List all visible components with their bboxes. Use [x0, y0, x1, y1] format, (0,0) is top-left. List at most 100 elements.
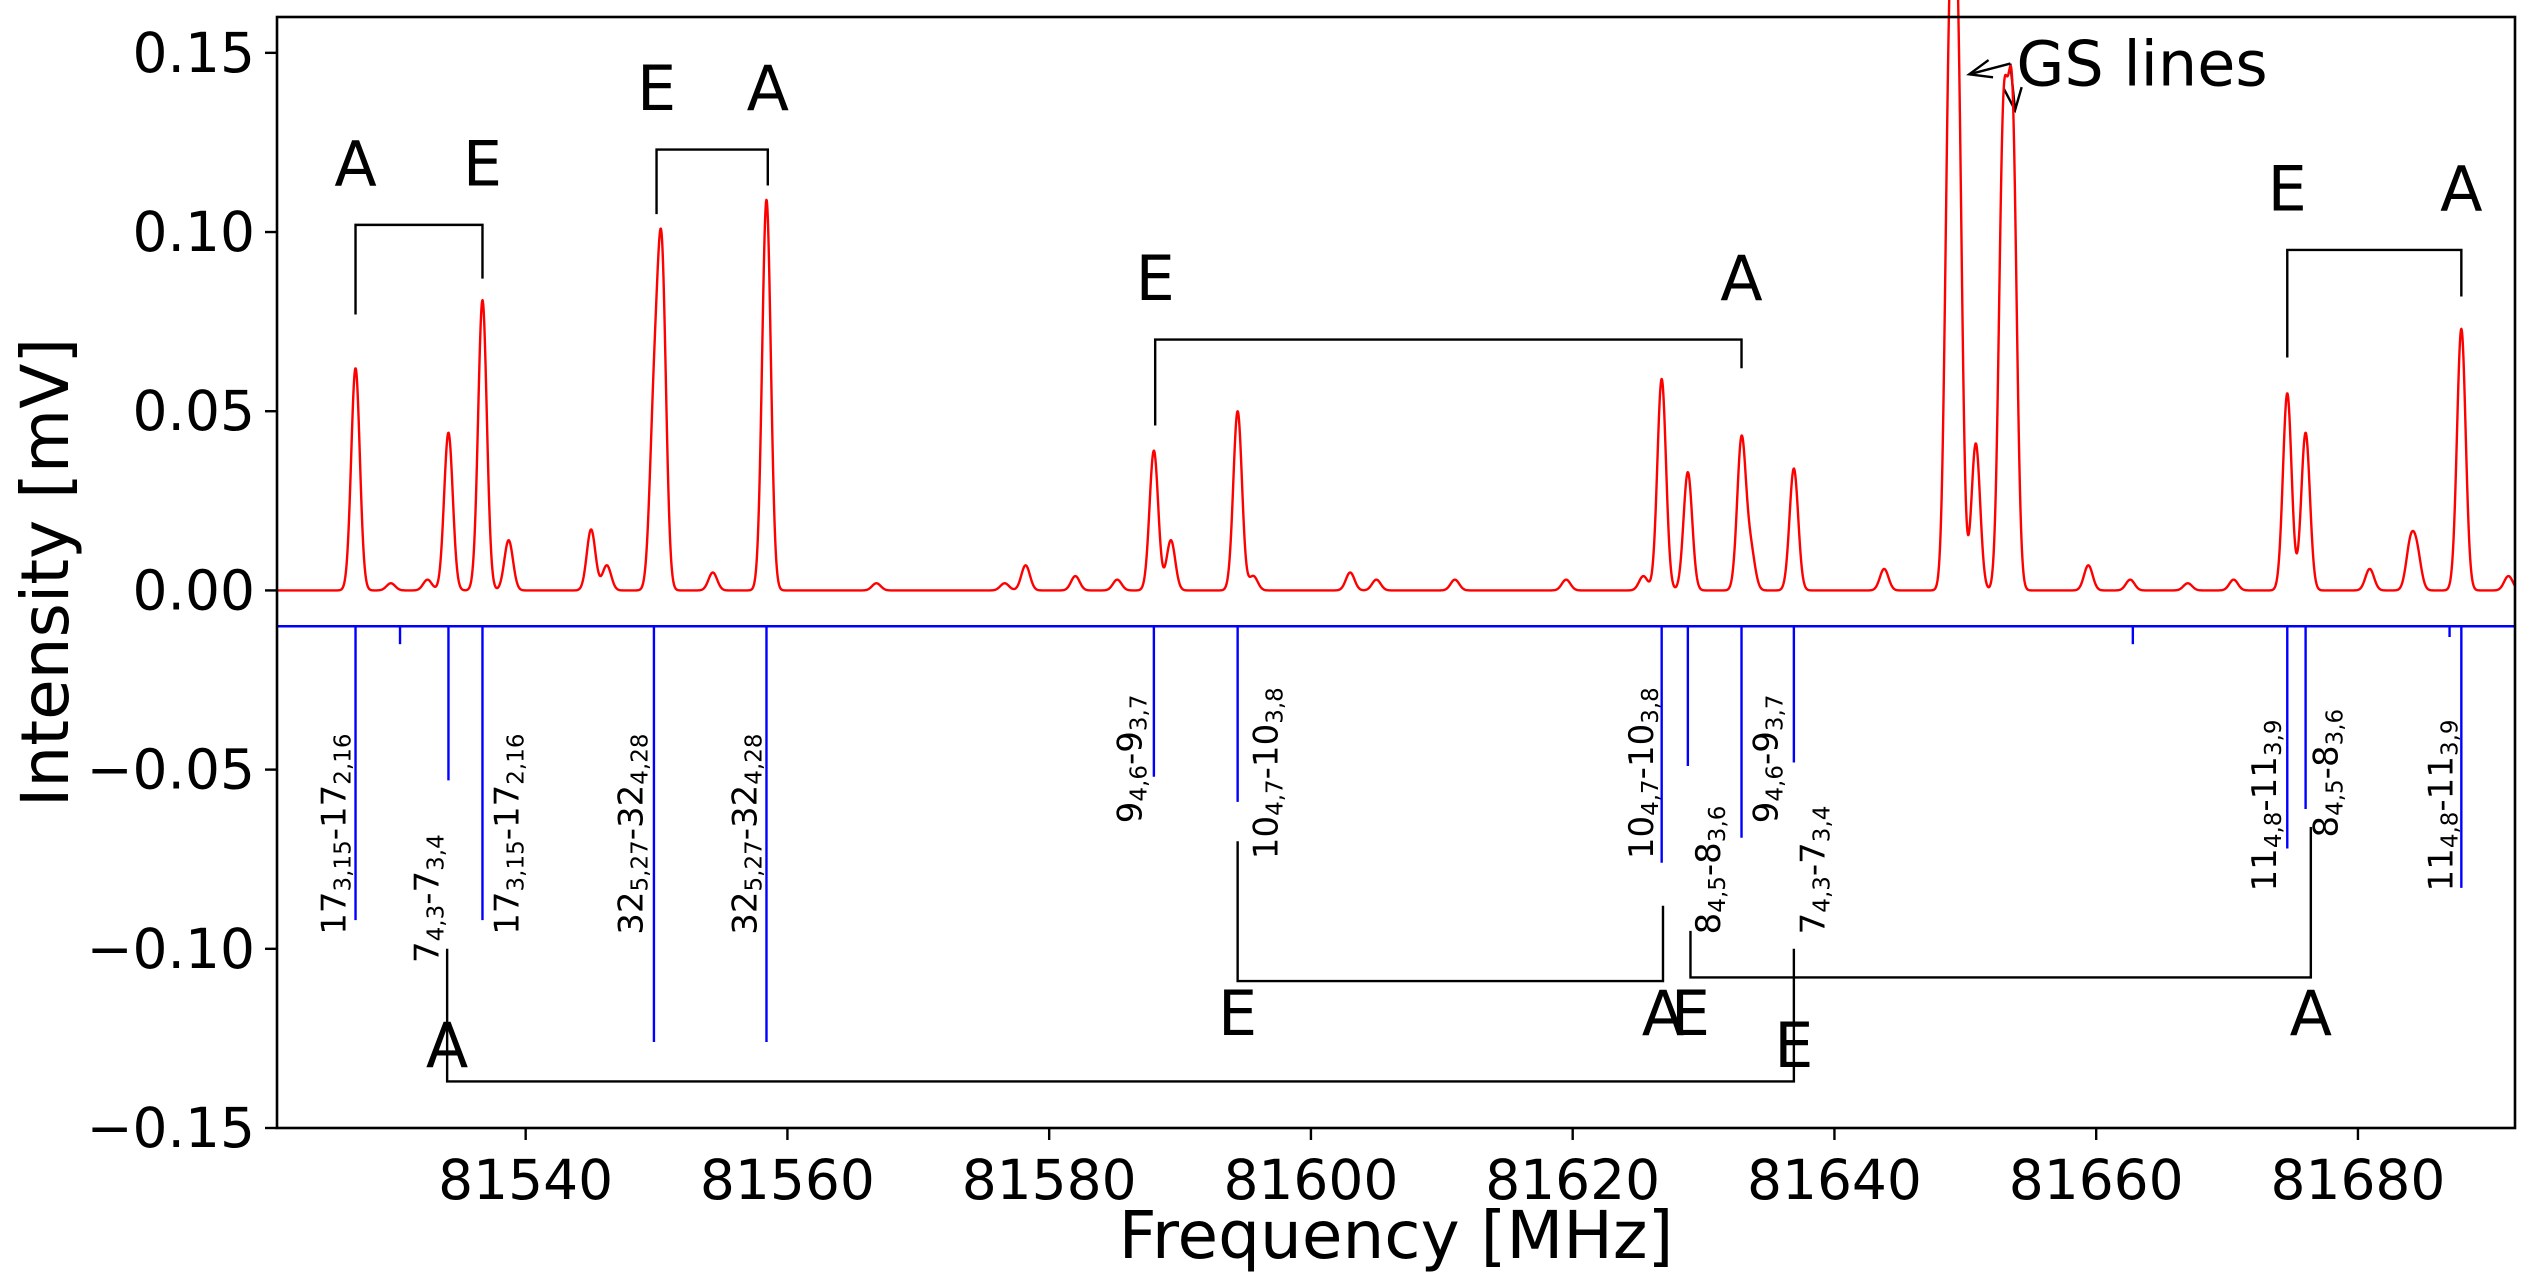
- transition-dash: -: [315, 828, 355, 840]
- transition-subscript: 4,3: [1809, 876, 1835, 913]
- transition-subscript: 4,7: [1262, 779, 1288, 816]
- transition-subscript: 4,3: [424, 905, 450, 942]
- symmetry-label: A: [747, 52, 789, 125]
- transition-subscript: 4,5: [2323, 779, 2349, 816]
- arrow-head: [2002, 86, 2023, 114]
- transition-main: 10: [1622, 816, 1662, 859]
- transition-main: 11: [2245, 848, 2285, 891]
- arrow-head: [1966, 59, 1994, 79]
- transition-subscript: 4,8: [2261, 812, 2287, 849]
- transition-main: 9: [1746, 731, 1786, 753]
- transition-dash: -: [2307, 767, 2347, 779]
- symmetry-label: E: [1671, 977, 1710, 1050]
- transition-label: 104,7-103,8: [1622, 687, 1664, 859]
- transition-dash: -: [1689, 864, 1729, 876]
- transition-main: 9: [1110, 802, 1150, 824]
- transition-main: 11: [2422, 848, 2462, 891]
- x-tick-label: 81580: [962, 1148, 1137, 1212]
- transition-label: 173,15-172,16: [315, 733, 357, 934]
- transition-subscript: 3,6: [2323, 709, 2349, 746]
- transition-main: 9: [1746, 802, 1786, 824]
- symmetry-label: A: [1720, 242, 1762, 315]
- transition-dash: -: [1622, 767, 1662, 779]
- transition-dash: -: [408, 892, 448, 904]
- transition-subscript: 3,15: [503, 840, 529, 891]
- y-tick-label: −0.15: [86, 1096, 255, 1160]
- lower-bracket: [1689, 826, 2313, 979]
- transition-subscript: 4,6: [1762, 765, 1788, 802]
- transition-label: 114,8-113,9: [2245, 719, 2287, 891]
- symmetry-label: A: [334, 127, 376, 200]
- upper-bracket: [2286, 248, 2463, 358]
- symmetry-label: E: [1774, 1009, 1813, 1082]
- y-tick-label: −0.10: [86, 917, 255, 981]
- transition-dash: -: [2245, 799, 2285, 811]
- transition-main: 8: [1689, 913, 1729, 935]
- x-tick-label: 81560: [700, 1148, 875, 1212]
- data-layer: [276, 0, 2517, 1042]
- transition-subscript: 4,5: [1705, 876, 1731, 913]
- transition-main: 10: [1246, 724, 1286, 767]
- axes-layer: 81540 81560 81580 81600 81620 81640 81660 81680…: [7, 15, 2517, 1274]
- upper-bracket: [1153, 338, 1743, 426]
- transition-subscript: 3,7: [1126, 695, 1152, 732]
- transition-main: 10: [1622, 724, 1662, 767]
- transition-main: 7: [1793, 842, 1833, 864]
- transition-label: 74,3-73,4: [408, 834, 450, 963]
- upper-bracket: [354, 223, 484, 315]
- transition-subscript: 4,6: [1126, 765, 1152, 802]
- transition-main: 8: [1689, 842, 1729, 864]
- y-tick-label: 0.10: [133, 200, 255, 264]
- x-tick-label: 81680: [2270, 1148, 2445, 1212]
- transition-subscript: 2,16: [503, 733, 529, 784]
- transition-label: 104,7-103,8: [1246, 687, 1288, 859]
- transition-main: 32: [726, 891, 766, 934]
- transition-main: 7: [1793, 913, 1833, 935]
- transition-subscript: 4,28: [628, 733, 654, 784]
- symmetry-label: A: [426, 1009, 468, 1082]
- symmetry-label: E: [1218, 977, 1257, 1050]
- transition-main: 11: [2245, 756, 2285, 799]
- transition-dash: -: [487, 828, 527, 840]
- transition-main: 32: [726, 785, 766, 828]
- transition-main: 17: [315, 891, 355, 934]
- transition-label: 84,5-83,6: [2307, 709, 2349, 838]
- transition-main: 11: [2422, 756, 2462, 799]
- lower-bracket: [1236, 841, 1665, 983]
- transition-subscript: 3,9: [2261, 719, 2287, 756]
- transition-subscript: 4,8: [2438, 812, 2464, 849]
- transition-subscript: 5,27: [628, 840, 654, 891]
- transition-subscript: 3,9: [2438, 719, 2464, 756]
- symmetry-label: E: [2268, 153, 2307, 226]
- transition-subscript: 3,4: [1809, 806, 1835, 843]
- transition-subscript: 3,8: [1638, 687, 1664, 724]
- transition-main: 17: [487, 785, 527, 828]
- x-tick-label: 81540: [438, 1148, 613, 1212]
- y-tick-label: −0.05: [86, 738, 255, 802]
- transition-label: 74,3-73,4: [1793, 806, 1835, 935]
- x-tick-label: 81620: [1485, 1148, 1660, 1212]
- plot-frame: [275, 15, 2517, 1130]
- transition-label: 94,6-93,7: [1110, 695, 1152, 824]
- transition-main: 7: [408, 941, 448, 963]
- transition-main: 17: [487, 891, 527, 934]
- transition-label: 325,27-324,28: [726, 733, 768, 934]
- transition-subscript: 4,28: [742, 733, 768, 784]
- symmetry-label: E: [1136, 242, 1175, 315]
- x-axis-title: Frequency [MHz]: [1119, 1197, 1674, 1274]
- transition-subscript: 3,7: [1762, 695, 1788, 732]
- transition-dash: -: [1246, 767, 1286, 779]
- y-tick-label: 0.05: [133, 379, 255, 443]
- gs-lines-label: GS lines: [2016, 28, 2267, 101]
- symmetry-label: E: [463, 127, 502, 200]
- transition-dash: -: [2422, 799, 2462, 811]
- transition-subscript: 3,6: [1705, 806, 1731, 843]
- transition-dash: -: [612, 828, 652, 840]
- transition-subscript: 5,27: [742, 840, 768, 891]
- symmetry-label: A: [1642, 977, 1684, 1050]
- transition-dash: -: [1110, 753, 1150, 765]
- transition-main: 9: [1110, 731, 1150, 753]
- x-tick-label: 81600: [1223, 1148, 1398, 1212]
- transition-main: 10: [1246, 816, 1286, 859]
